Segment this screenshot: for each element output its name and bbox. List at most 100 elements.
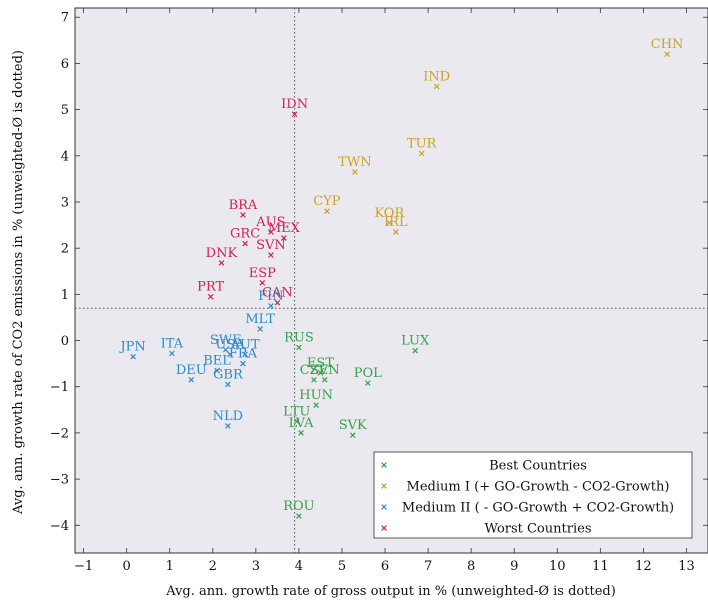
x-tick-label: 9 [510, 559, 518, 574]
legend-entry: Medium II ( - GO-Growth + CO2-Growth) [402, 501, 674, 516]
point-marker-bel [214, 367, 220, 374]
x-tick-label: 2 [209, 559, 217, 574]
point-marker-chn [664, 51, 670, 58]
x-tick-label: 5 [338, 559, 346, 574]
point-marker-can [274, 299, 281, 306]
x-axis-title: Avg. ann. growth rate of gross output in… [165, 584, 616, 599]
point-marker-mex [281, 235, 287, 241]
x-tick-label: 11 [592, 559, 609, 574]
point-label-esp: ESP [249, 266, 276, 281]
point-marker-aut [242, 351, 248, 358]
point-marker-irl [392, 229, 399, 235]
legend-marker [381, 504, 387, 510]
point-label-gbr: GBR [213, 367, 244, 382]
x-tick-label: 13 [678, 559, 695, 574]
point-marker-svn [268, 252, 274, 258]
y-tick-label: 6 [61, 57, 69, 72]
point-marker-swe [222, 346, 229, 353]
point-label-lux: LUX [401, 334, 430, 349]
x-tick-label: 12 [635, 559, 652, 574]
legend-entry: Worst Countries [484, 522, 591, 537]
point-label-prt: PRT [197, 280, 224, 295]
x-tick-label: −1 [74, 559, 93, 574]
point-label-mlt: MLT [245, 312, 275, 327]
point-label-cze: CZE [300, 363, 328, 378]
point-label-can: CAN [262, 286, 293, 301]
point-label-aut: AUT [230, 337, 260, 352]
x-tick-labels: −1 0 1 2 3 4 5 6 7 8 9 10 11 12 13 [74, 559, 695, 574]
point-label-ind: IND [423, 70, 450, 85]
y-tick-label: 0 [61, 334, 69, 349]
y-tick-label: 3 [61, 195, 69, 210]
point-label-tur: TUR [407, 136, 438, 151]
x-tick-label: 3 [252, 559, 260, 574]
point-label-ita: ITA [161, 336, 184, 351]
y-tick-label: 2 [61, 242, 69, 257]
point-label-mex: MEX [268, 221, 301, 236]
point-label-swe: SWE [210, 333, 242, 348]
point-label-usa: USA [215, 337, 245, 352]
point-marker-cyp [324, 208, 330, 215]
point-label-chn: CHN [651, 37, 684, 52]
point-marker-mlt [257, 326, 263, 332]
y-tick-labels: −4 −3 −2 −1 0 1 2 3 4 5 6 7 [50, 11, 69, 534]
point-marker-rus [296, 344, 302, 351]
point-label-hun: HUN [299, 388, 333, 403]
point-label-svn: SVN [256, 238, 286, 253]
point-label-fin: FIN [258, 289, 284, 304]
point-marker-nld [225, 423, 231, 429]
legend-marker [381, 525, 387, 531]
point-label-twn: TWN [338, 155, 371, 170]
point-marker-ita [169, 350, 175, 357]
point-marker-idn [291, 111, 298, 118]
point-label-nld: NLD [213, 409, 243, 424]
y-axis-title: Avg. ann. growth rate of CO2 emissions i… [11, 50, 26, 515]
y-tick-label: 4 [61, 149, 69, 164]
point-label-svn: SVN [310, 363, 340, 378]
point-marker-fin [268, 303, 274, 309]
legend: Best Countries Medium I (+ GO-Growth - CO… [373, 451, 693, 539]
y-tick-label: −4 [50, 519, 69, 534]
point-marker-fra [240, 360, 246, 367]
y-tick-label: −3 [50, 473, 69, 488]
legend-entry: Best Countries [489, 459, 587, 474]
point-marker-twn [352, 169, 358, 175]
y-tick-label: −1 [50, 380, 69, 395]
point-marker-aus [268, 229, 274, 235]
point-label-jpn: JPN [118, 340, 145, 355]
point-marker-usa [227, 351, 233, 358]
point-marker-prt [207, 293, 214, 300]
point-marker-ltu [293, 418, 300, 425]
point-marker-kor [386, 219, 393, 226]
y-tick-label: 1 [61, 288, 69, 303]
point-label-rou: ROU [283, 499, 314, 514]
point-label-ltu: LTU [283, 404, 310, 419]
point-marker-tur [418, 150, 425, 157]
legend-marker [381, 483, 387, 489]
x-tick-label: 10 [549, 559, 566, 574]
point-marker-svk [349, 432, 356, 439]
point-marker-hun [313, 402, 319, 409]
point-marker-deu [188, 376, 195, 383]
point-marker-jpn [130, 353, 136, 360]
x-tick-label: 8 [467, 559, 475, 574]
x-tick-label: 0 [123, 559, 131, 574]
point-marker-bra [240, 212, 246, 218]
y-tick-label: 5 [61, 103, 69, 118]
point-label-irl: IRL [384, 215, 408, 230]
point-marker-svn [321, 376, 328, 383]
point-label-rus: RUS [284, 330, 314, 345]
legend-box [373, 451, 693, 539]
point-label-cyp: CYP [313, 194, 341, 209]
legend-entry: Medium I (+ GO-Growth - CO2-Growth) [407, 480, 670, 495]
x-tick-label: 1 [166, 559, 174, 574]
point-marker-cze [311, 376, 317, 383]
point-marker-rou [296, 513, 302, 519]
point-marker-est [317, 370, 324, 376]
x-tick-label: 7 [424, 559, 432, 574]
point-marker-lux [412, 347, 419, 354]
point-marker-pol [364, 380, 371, 386]
point-marker-grc [242, 240, 248, 247]
